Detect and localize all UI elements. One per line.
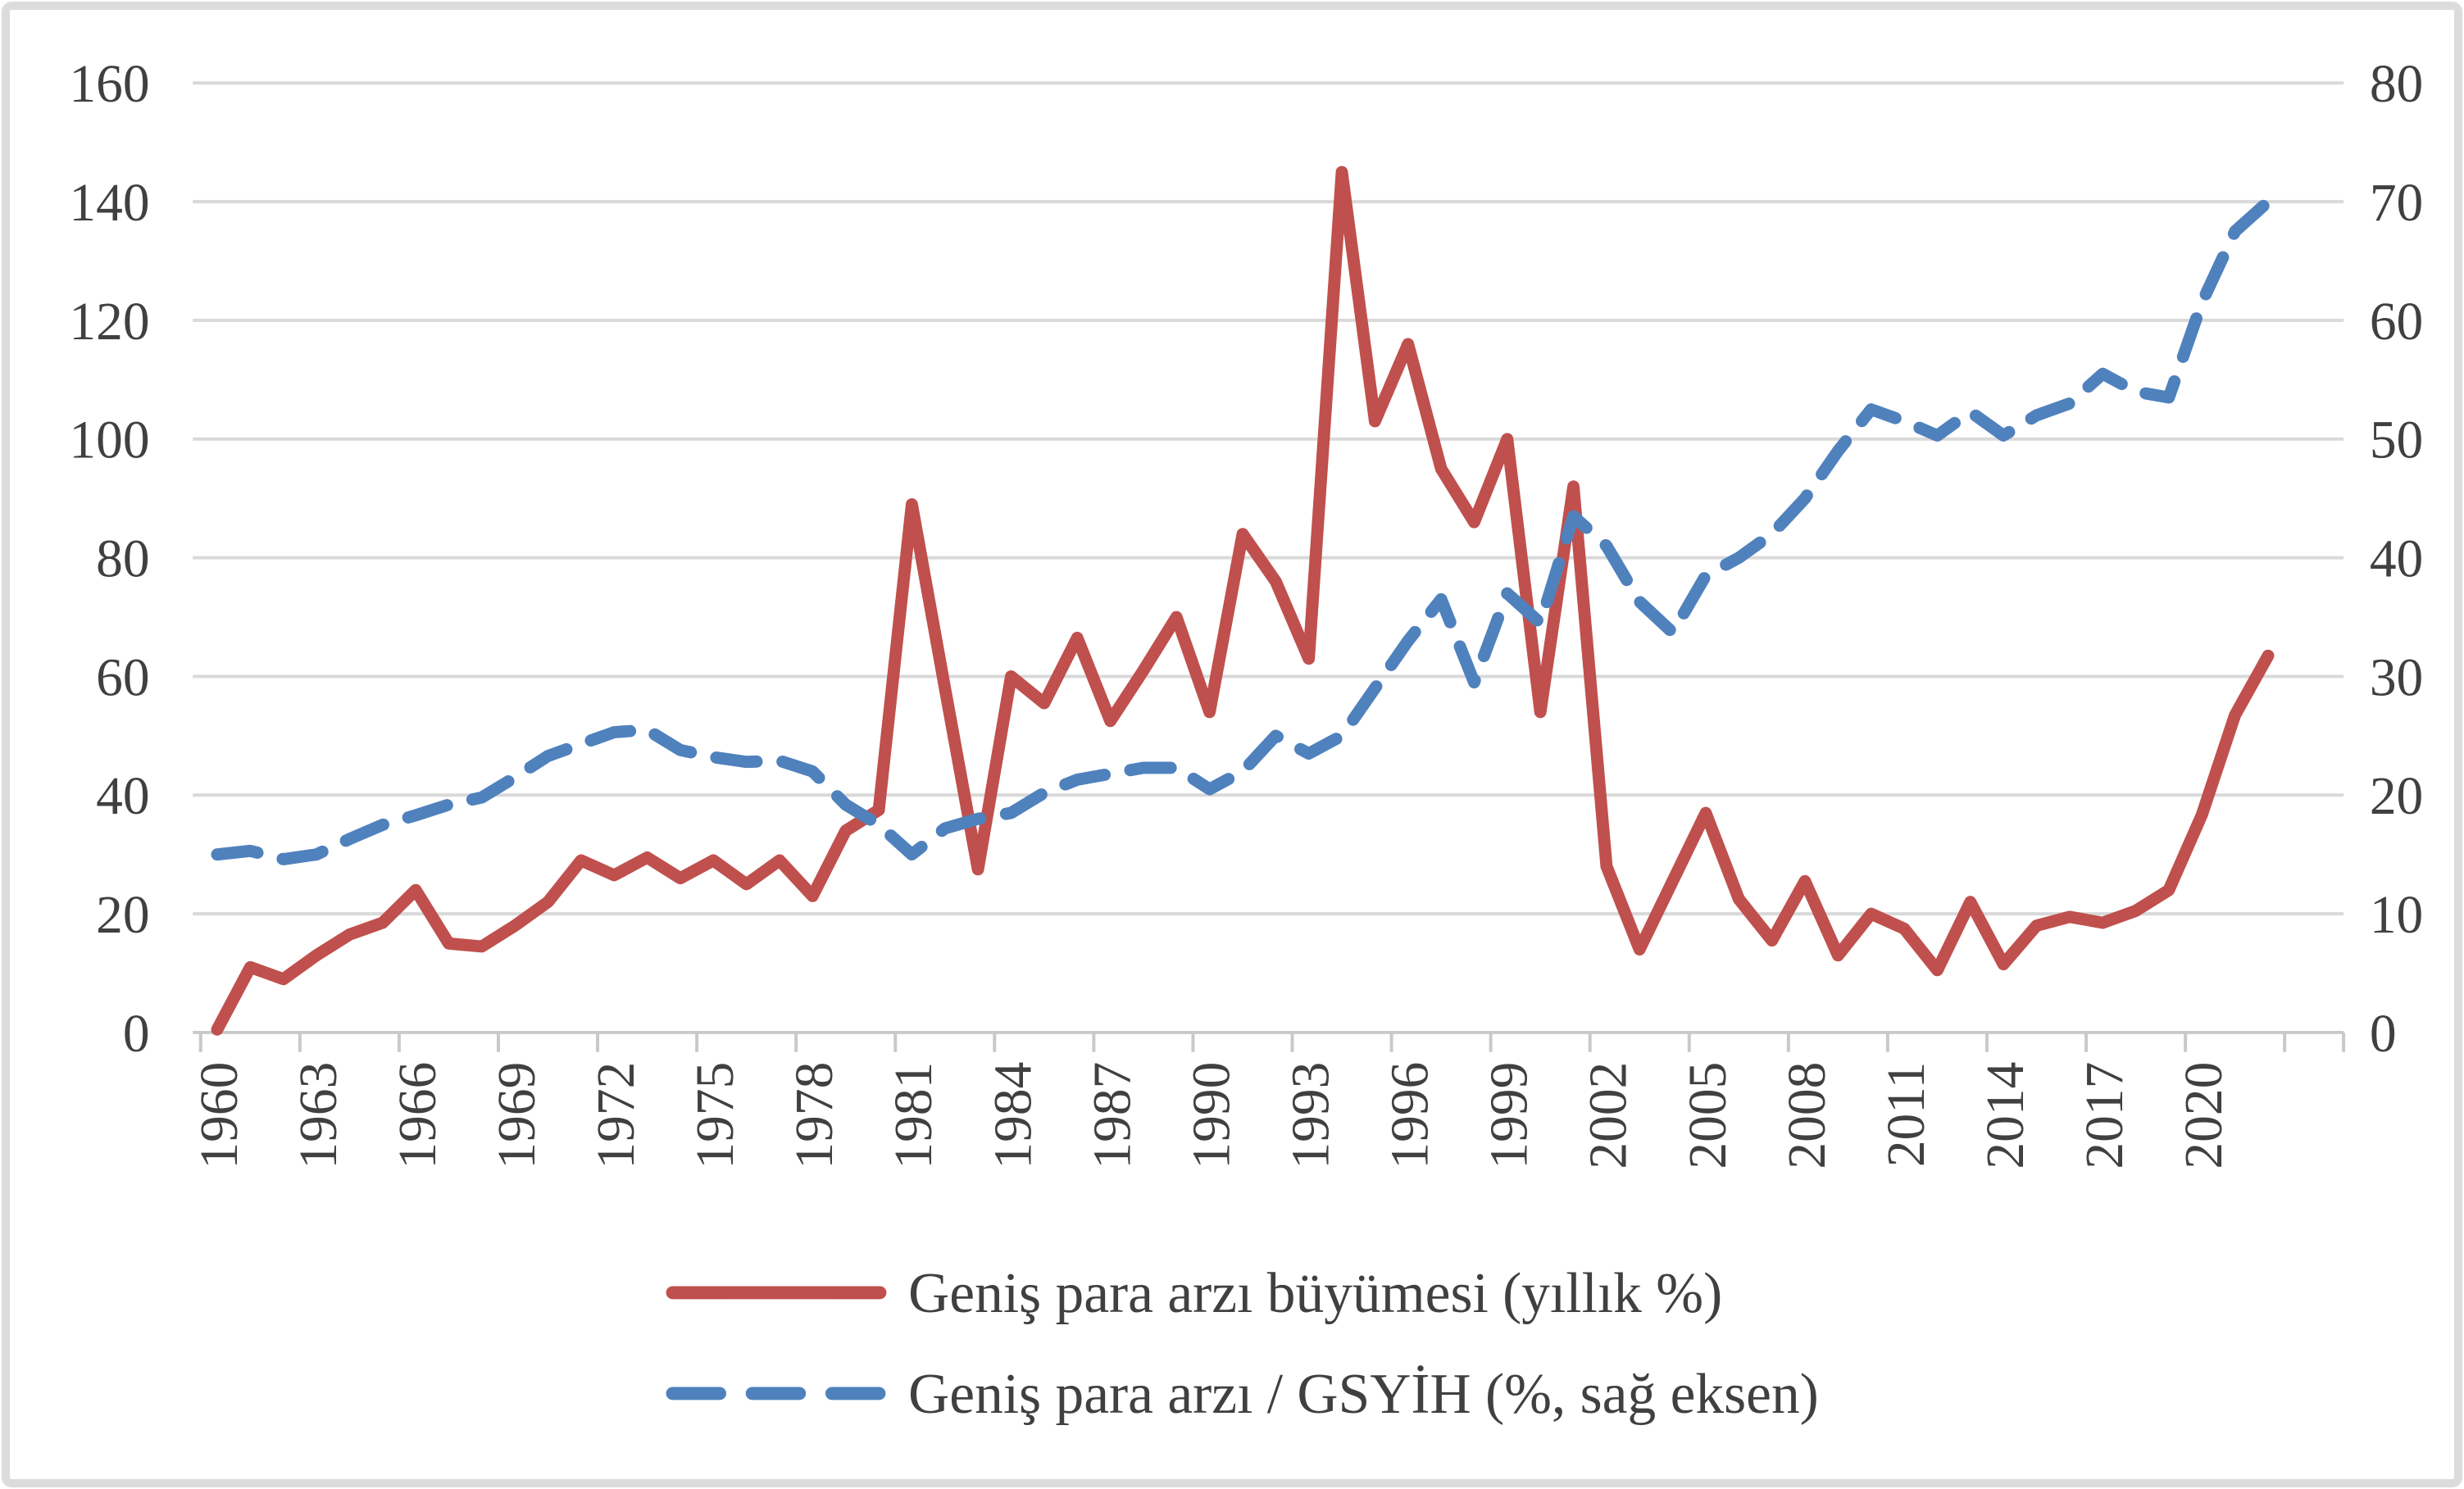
y-left-tick-label: 20 [96, 886, 149, 945]
x-axis-labels: 1960 1963 1966 1969 1972 1975 1978 1981 1984 1987… [190, 1062, 2234, 1169]
x-tick-label: 2002 [1580, 1062, 1639, 1169]
y-right-tick-label: 60 [2370, 293, 2423, 352]
y-right-tick-label: 10 [2370, 886, 2423, 945]
x-tick-label: 1999 [1480, 1062, 1539, 1169]
x-tick-label: 1990 [1182, 1062, 1241, 1169]
x-tick-label: 2014 [1976, 1062, 2035, 1169]
y-axis-left-labels: 0 20 40 60 80 100 120 140 160 [69, 55, 149, 1064]
y-axis-right-labels: 0 10 20 30 40 50 60 70 80 [2370, 55, 2423, 1064]
x-tick-label: 1993 [1281, 1062, 1340, 1169]
x-tick-label: 1972 [587, 1062, 646, 1169]
y-left-tick-label: 100 [69, 411, 149, 470]
y-right-tick-label: 20 [2370, 767, 2423, 826]
y-right-tick-label: 70 [2370, 174, 2423, 233]
y-left-tick-label: 60 [96, 648, 149, 707]
x-axis-ticks [198, 1032, 2346, 1052]
x-tick-label: 1963 [289, 1062, 348, 1169]
x-tick-label: 2011 [1877, 1062, 1936, 1168]
x-tick-label: 1966 [389, 1062, 448, 1169]
x-tick-label: 1996 [1381, 1062, 1440, 1169]
y-left-tick-label: 40 [96, 767, 149, 826]
y-right-tick-label: 30 [2370, 648, 2423, 707]
legend-item-money-to-gdp: Geniş para arzı / GSYİH (%, sağ eksen) [666, 1363, 1819, 1426]
x-tick-label: 1978 [785, 1062, 844, 1169]
y-right-tick-label: 80 [2370, 55, 2423, 114]
y-left-tick-label: 140 [69, 174, 149, 233]
x-tick-label: 2005 [1679, 1062, 1738, 1169]
x-tick-label: 1969 [488, 1062, 547, 1169]
series-lines [211, 166, 2275, 1036]
gridlines [193, 81, 2344, 1034]
blue-series-line [211, 195, 2275, 865]
x-tick-label: 2017 [2075, 1062, 2134, 1169]
x-tick-label: 1960 [190, 1062, 249, 1169]
legend-item-money-growth: Geniş para arzı büyümesi (yıllık %) [666, 1262, 1722, 1325]
legend-label-money-growth: Geniş para arzı büyümesi (yıllık %) [908, 1262, 1722, 1325]
x-tick-label: 1981 [884, 1062, 943, 1169]
x-tick-label: 2020 [2175, 1062, 2234, 1169]
y-left-tick-label: 0 [123, 1005, 150, 1064]
y-left-tick-label: 120 [69, 293, 149, 352]
legend: Geniş para arzı büyümesi (yıllık %) Geni… [666, 1262, 1819, 1426]
x-tick-label: 1984 [984, 1062, 1043, 1169]
x-tick-label: 1975 [686, 1062, 745, 1169]
y-left-tick-label: 80 [96, 530, 149, 589]
y-right-tick-label: 0 [2370, 1005, 2397, 1064]
red-series-line [211, 166, 2275, 1036]
x-tick-label: 1987 [1083, 1062, 1142, 1169]
y-right-tick-label: 40 [2370, 530, 2423, 589]
legend-label-money-to-gdp: Geniş para arzı / GSYİH (%, sağ eksen) [908, 1363, 1819, 1426]
y-left-tick-label: 160 [69, 55, 149, 114]
y-right-tick-label: 50 [2370, 411, 2423, 470]
x-tick-label: 2008 [1778, 1062, 1837, 1169]
